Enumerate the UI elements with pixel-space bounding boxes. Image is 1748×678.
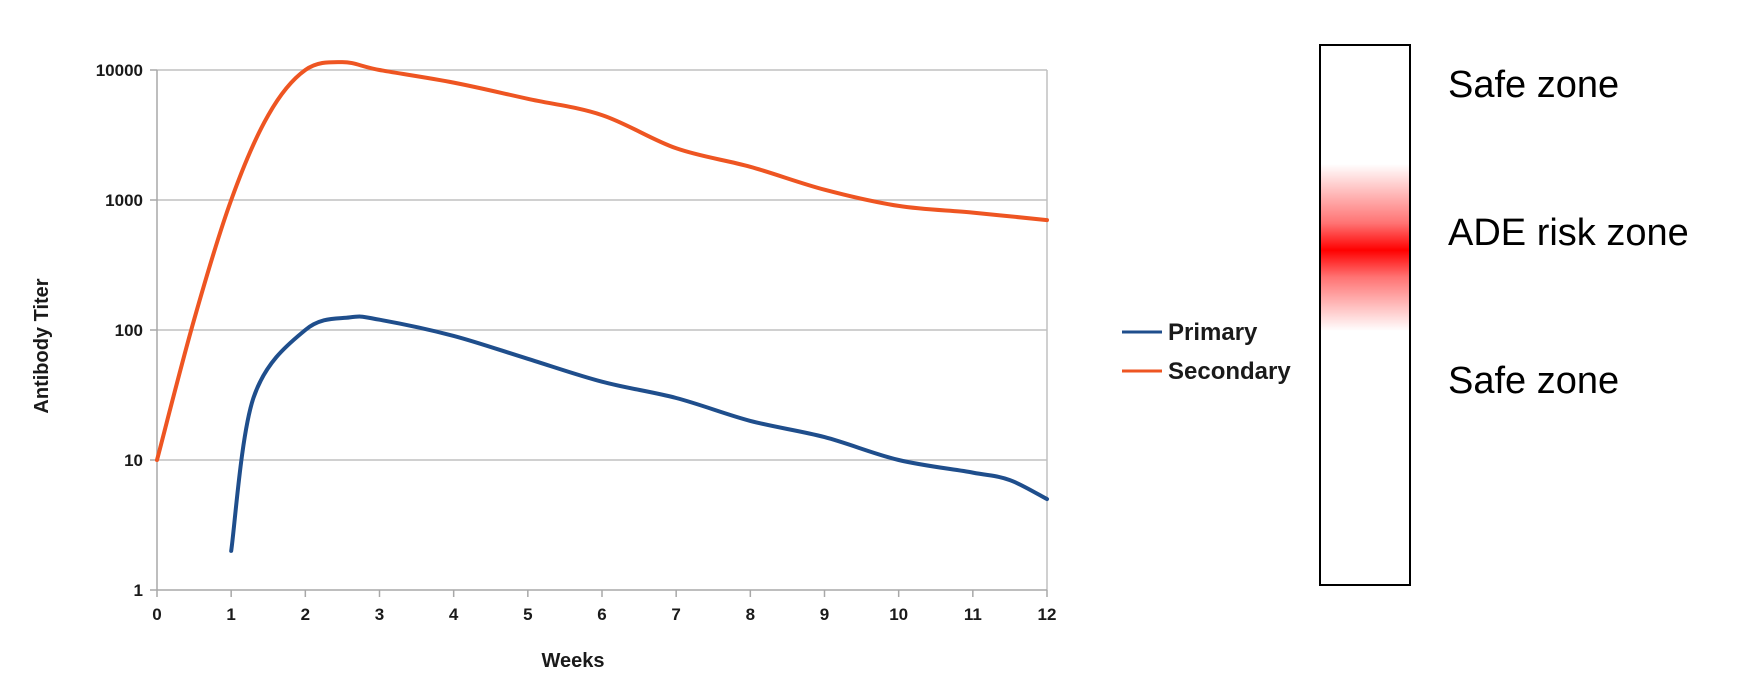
x-tick-label: 9 xyxy=(820,605,829,624)
x-tick-label: 10 xyxy=(889,605,908,624)
x-tick-label: 7 xyxy=(671,605,680,624)
zone-label-ade-risk: ADE risk zone xyxy=(1448,212,1689,254)
x-tick-label: 2 xyxy=(301,605,310,624)
y-tick-label: 10000 xyxy=(96,61,143,80)
series-line-primary xyxy=(229,314,1049,553)
x-tick-label: 5 xyxy=(523,605,532,624)
x-tick-label: 6 xyxy=(597,605,606,624)
legend-label-secondary: Secondary xyxy=(1168,358,1291,385)
y-axis-title: Antibody Titer xyxy=(31,278,53,413)
zone-label-bottom-safe: Safe zone xyxy=(1448,360,1619,402)
series-lines xyxy=(155,60,1049,553)
series-line-secondary xyxy=(155,60,1049,462)
x-tick-label: 4 xyxy=(449,605,459,624)
zone-label-top-safe: Safe zone xyxy=(1448,64,1619,106)
x-tick-label: 12 xyxy=(1038,605,1057,624)
grid xyxy=(157,69,1048,590)
x-axis-title: Weeks xyxy=(541,650,604,672)
x-tick-label: 1 xyxy=(226,605,235,624)
x-tick-label: 11 xyxy=(964,605,982,624)
y-tick-label: 1 xyxy=(134,581,143,600)
y-tick-label: 10 xyxy=(124,451,143,470)
legend-label-primary: Primary xyxy=(1168,319,1258,346)
x-tick-label: 0 xyxy=(152,605,161,624)
x-tick-label: 8 xyxy=(746,605,755,624)
ade-risk-bar xyxy=(1319,44,1411,586)
y-tick-label: 1000 xyxy=(105,191,143,210)
legend: Primary Secondary xyxy=(1122,319,1291,385)
x-tick-label: 3 xyxy=(375,605,384,624)
y-tick-label: 100 xyxy=(115,321,143,340)
